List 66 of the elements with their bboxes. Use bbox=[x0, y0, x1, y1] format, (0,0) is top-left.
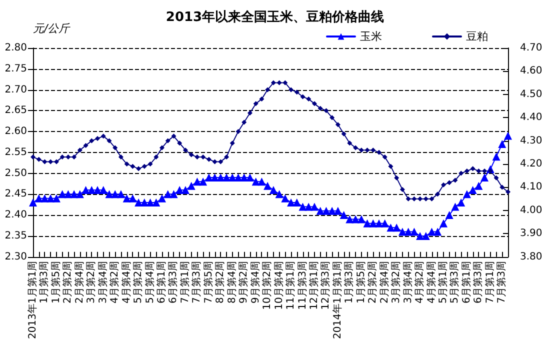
x-tick-label: 12月第3周 bbox=[320, 260, 332, 310]
x-tick-label: 8月第2周 bbox=[214, 260, 226, 304]
x-tick-label: 5月第1周 bbox=[436, 260, 449, 304]
y-tick-label: 2.50 bbox=[4, 168, 27, 179]
y2-tick-label: 4.20 bbox=[520, 158, 542, 170]
y2-tick-label: 4.60 bbox=[520, 66, 542, 77]
x-tick-label: 7月第3周 bbox=[496, 260, 508, 304]
x-tick-label: 3月第2周 bbox=[85, 260, 98, 304]
x-tick-label: 2月第2周 bbox=[62, 260, 74, 304]
y2-tick-label: 4.50 bbox=[520, 88, 542, 100]
x-tick-label: 2013年1月第1周 bbox=[26, 260, 38, 340]
y2-tick-label: 3.90 bbox=[520, 228, 542, 240]
x-tick-label: 6月第1周 bbox=[460, 260, 472, 304]
x-tick-label: 4月第2周 bbox=[108, 260, 121, 304]
x-tick-label: 6月第3周 bbox=[167, 260, 180, 304]
x-tick-label: 3月第2周 bbox=[390, 260, 402, 304]
x-tick-label: 2月第4周 bbox=[73, 260, 86, 304]
y-tick-label: 2.30 bbox=[4, 251, 27, 262]
legend-label: 玉米 bbox=[360, 30, 382, 43]
x-tick-label: 6月第3周 bbox=[472, 260, 484, 304]
x-tick-label: 10月第2周 bbox=[261, 260, 274, 310]
x-tick-label: 1月第5周 bbox=[354, 260, 367, 304]
y2-tick-label: 4.70 bbox=[520, 42, 542, 54]
y2-tick-label: 4.10 bbox=[520, 182, 542, 193]
x-tick-label: 9月第2周 bbox=[238, 260, 250, 304]
y-tick-label: 2.65 bbox=[4, 105, 27, 116]
legend-label: 豆粕 bbox=[466, 30, 488, 43]
x-tick-label: 1月第3周 bbox=[343, 260, 356, 304]
x-tick-label: 2014年1月第1周 bbox=[331, 260, 344, 340]
x-tick-label: 9月第4周 bbox=[249, 260, 262, 304]
x-tick-label: 5月第4周 bbox=[144, 260, 156, 304]
y-tick-label: 2.80 bbox=[4, 42, 27, 54]
y-tick-label: 2.75 bbox=[4, 63, 27, 74]
x-tick-label: 11月第1周 bbox=[284, 260, 297, 310]
y-tick-label: 2.35 bbox=[4, 230, 27, 242]
y2-tick-label: 4.30 bbox=[520, 135, 542, 146]
x-tick-label: 2月第4周 bbox=[378, 260, 390, 304]
y-tick-label: 2.40 bbox=[4, 210, 27, 221]
y2-tick-label: 4.40 bbox=[520, 112, 542, 124]
x-tick-label: 3月第4周 bbox=[402, 260, 414, 304]
x-tick-label: 8月第4周 bbox=[226, 260, 238, 304]
y2-tick-label: 3.80 bbox=[520, 251, 542, 262]
x-tick-label: 6月第1周 bbox=[156, 260, 168, 304]
x-tick-label: 11月第3周 bbox=[296, 260, 308, 310]
x-tick-label: 4月第4周 bbox=[425, 260, 438, 304]
x-tick-label: 7月第1周 bbox=[178, 260, 191, 304]
x-tick-label: 7月第3周 bbox=[190, 260, 203, 304]
chart-title: 2013年以来全国玉米、豆粕价格曲线 bbox=[166, 10, 384, 25]
y-tick-label: 2.70 bbox=[4, 84, 27, 96]
x-tick-label: 2月第2周 bbox=[366, 260, 379, 304]
x-tick-label: 4月第2周 bbox=[414, 260, 426, 304]
y-tick-label: 2.55 bbox=[4, 146, 27, 158]
x-tick-label: 3月第4周 bbox=[96, 260, 109, 304]
x-tick-label: 1月第3周 bbox=[38, 260, 50, 304]
x-tick-label: 7月第1周 bbox=[484, 260, 496, 304]
x-tick-label: 5月第3周 bbox=[448, 260, 461, 304]
y2-tick-label: 4.00 bbox=[520, 204, 542, 216]
y-axis-title: 元/公斤 bbox=[33, 22, 71, 35]
y-tick-label: 2.60 bbox=[4, 126, 27, 138]
x-tick-label: 5月第2周 bbox=[132, 260, 144, 304]
x-tick-label: 12月第1周 bbox=[308, 260, 320, 310]
x-tick-label: 4月第4周 bbox=[120, 260, 132, 304]
x-tick-label: 1月第5周 bbox=[50, 260, 62, 304]
x-tick-label: 7月第5周 bbox=[202, 260, 214, 304]
x-tick-label: 10月第4周 bbox=[272, 260, 285, 310]
y-tick-label: 2.45 bbox=[4, 188, 27, 200]
